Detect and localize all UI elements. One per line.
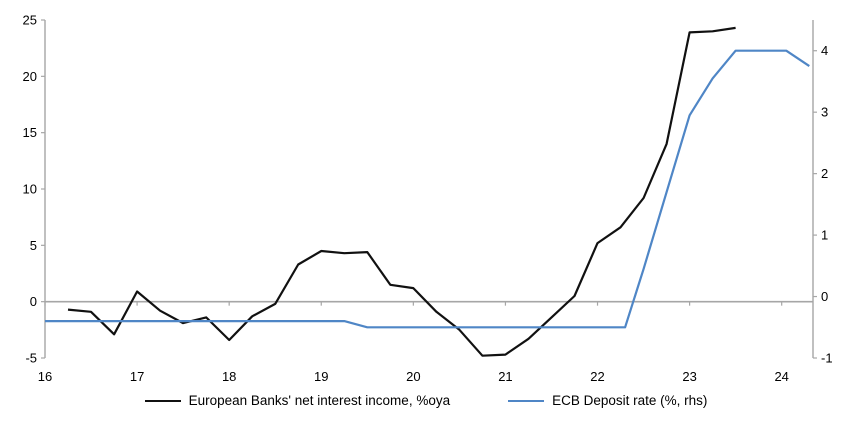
net-interest-income-line-swatch <box>144 399 181 402</box>
ecb-deposit-rate-legend-label: ECB Deposit rate (%, rhs) <box>552 393 708 408</box>
x-axis-tick-label: 22 <box>590 369 604 384</box>
left-axis-tick-label: 15 <box>23 125 37 140</box>
x-axis-tick-label: 20 <box>406 369 420 384</box>
x-axis-tick-label: 24 <box>774 369 788 384</box>
right-axis-tick-label: 2 <box>821 166 828 181</box>
legend: European Banks' net interest income, %oy… <box>0 393 852 408</box>
net-interest-income-series-line <box>67 26 736 357</box>
x-axis-tick-label: 21 <box>498 369 512 384</box>
right-axis-tick-label: 4 <box>821 43 828 58</box>
legend-item-ecb-deposit-rate: ECB Deposit rate (%, rhs) <box>508 393 707 408</box>
left-axis-tick-label: -5 <box>25 351 37 366</box>
right-axis-tick-label: 3 <box>821 105 828 120</box>
x-axis-tick-label: 16 <box>38 369 52 384</box>
left-axis-tick-label: 10 <box>23 182 37 197</box>
net-interest-income-legend-label: European Banks' net interest income, %oy… <box>188 393 451 408</box>
left-axis-tick-label: 20 <box>23 69 37 84</box>
x-axis-tick-label: 18 <box>222 369 236 384</box>
ecb-deposit-rate-line-swatch <box>508 399 545 402</box>
x-axis-tick-label: 23 <box>682 369 696 384</box>
x-axis-tick-label: 19 <box>314 369 328 384</box>
x-axis-tick-label: 17 <box>130 369 144 384</box>
right-axis-tick-label: -1 <box>821 351 833 366</box>
left-axis-tick-label: 25 <box>23 13 37 28</box>
left-axis-tick-label: 5 <box>30 238 37 253</box>
left-axis-tick-label: 0 <box>30 294 37 309</box>
ecb-deposit-rate-series-line <box>45 49 810 329</box>
legend-item-net-interest-income: European Banks' net interest income, %oy… <box>144 393 451 408</box>
right-axis-tick-label: 1 <box>821 228 828 243</box>
right-axis-tick-label: 0 <box>821 289 828 304</box>
